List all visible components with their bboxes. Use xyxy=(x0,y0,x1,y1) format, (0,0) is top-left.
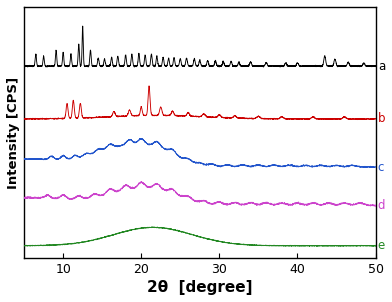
Text: e: e xyxy=(378,239,385,252)
Text: b: b xyxy=(378,112,385,125)
Text: c: c xyxy=(378,161,384,174)
Y-axis label: Intensity [CPS]: Intensity [CPS] xyxy=(7,76,20,188)
X-axis label: 2θ  [degree]: 2θ [degree] xyxy=(147,280,252,295)
Text: d: d xyxy=(378,199,385,212)
Text: a: a xyxy=(378,60,385,73)
